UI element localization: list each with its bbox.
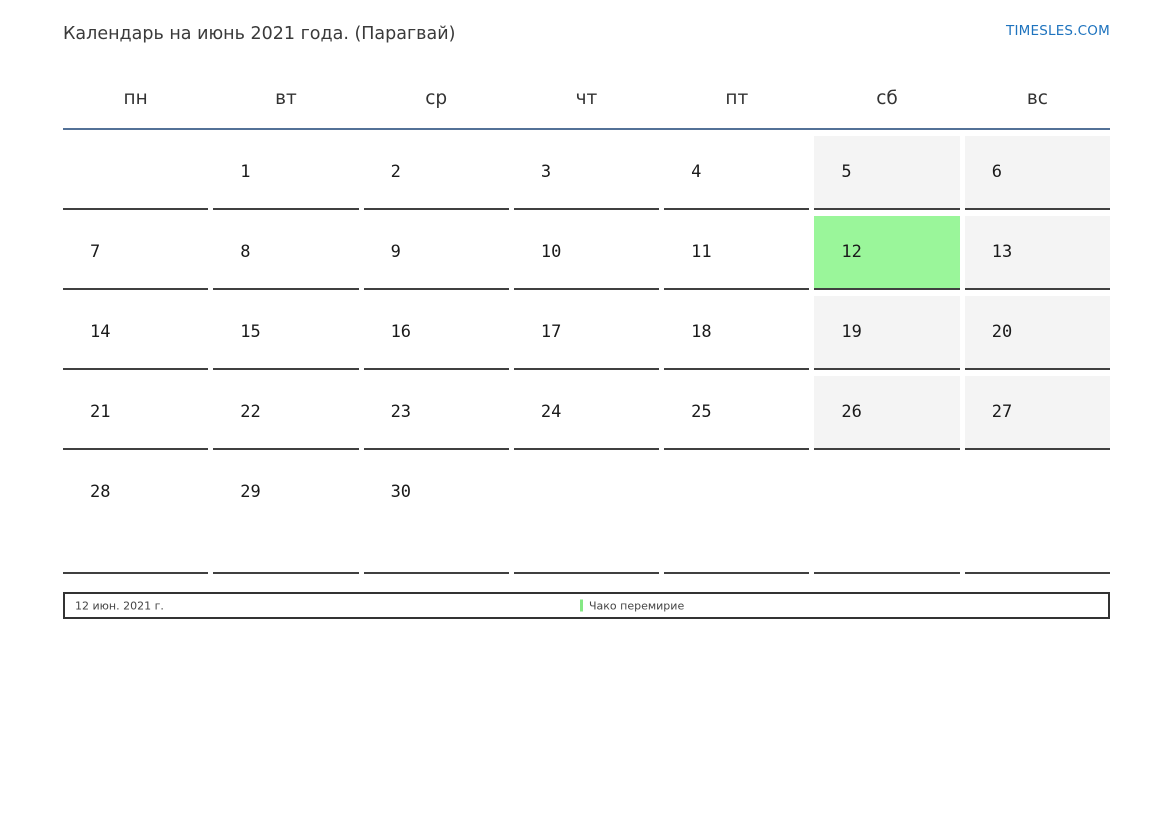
day-cell-2: 2 <box>363 136 509 210</box>
day-cell-3: 3 <box>513 136 660 210</box>
day-cell-20: 20 <box>964 296 1110 370</box>
day-cell-5: 5 <box>814 136 960 210</box>
day-cell-13: 13 <box>964 216 1110 290</box>
weekday-header-5: сб <box>876 88 898 109</box>
empty-day-cell <box>513 456 660 574</box>
calendar-container: Календарь на июнь 2021 года. (Парагвай) … <box>63 0 1110 619</box>
day-cell-30: 30 <box>363 456 509 574</box>
holiday-legend: Чако перемирие <box>580 599 684 612</box>
footer-current-date: 12 июн. 2021 г. <box>75 599 164 612</box>
day-cell-18: 18 <box>664 296 810 370</box>
legend-label: Чако перемирие <box>589 599 685 612</box>
day-cell-14: 14 <box>63 296 209 370</box>
day-cell-9: 9 <box>363 216 509 290</box>
day-cell-25: 25 <box>664 376 810 450</box>
day-cell-29: 29 <box>213 456 359 574</box>
page-title: Календарь на июнь 2021 года. (Парагвай) <box>63 24 456 44</box>
day-cell-16: 16 <box>363 296 509 370</box>
empty-day-cell <box>664 456 810 574</box>
weekday-header-4: пт <box>725 88 749 109</box>
day-cell-23: 23 <box>363 376 509 450</box>
day-cell-22: 22 <box>213 376 359 450</box>
day-cell-28: 28 <box>63 456 209 574</box>
day-cell-24: 24 <box>513 376 660 450</box>
calendar-grid: 1 2 3 4 5 6 7 8 9 10 11 12 13 14 15 16 17 18 19 20 21 22 23 24 2… <box>63 136 1110 574</box>
weekday-header-2: ср <box>425 88 448 109</box>
day-cell-1: 1 <box>213 136 359 210</box>
day-cell-8: 8 <box>213 216 359 290</box>
day-cell-4: 4 <box>664 136 810 210</box>
day-cell-15: 15 <box>213 296 359 370</box>
weekday-header-row: пн вт ср чт пт сб вс <box>63 87 1110 130</box>
day-cell-17: 17 <box>513 296 660 370</box>
header-bar: Календарь на июнь 2021 года. (Парагвай) … <box>63 0 1110 47</box>
day-cell-27: 27 <box>964 376 1110 450</box>
weekday-header-3: чт <box>575 88 598 109</box>
legend-marker-icon <box>580 599 583 612</box>
weekday-header-0: пн <box>123 88 148 109</box>
weekday-header-6: вс <box>1026 88 1048 109</box>
timesles-site-link[interactable]: TIMESLES.COM <box>1006 23 1110 39</box>
day-cell-26: 26 <box>814 376 960 450</box>
day-cell-10: 10 <box>513 216 660 290</box>
day-cell-11: 11 <box>664 216 810 290</box>
day-cell-21: 21 <box>63 376 209 450</box>
footer-bar: 12 июн. 2021 г. Чако перемирие <box>63 592 1110 619</box>
empty-day-cell <box>63 136 209 210</box>
day-cell-6: 6 <box>964 136 1110 210</box>
day-cell-19: 19 <box>814 296 960 370</box>
day-cell-12: 12 <box>814 216 960 290</box>
empty-day-cell <box>814 456 960 574</box>
weekday-header-1: вт <box>275 88 297 109</box>
day-cell-7: 7 <box>63 216 209 290</box>
empty-day-cell <box>964 456 1110 574</box>
